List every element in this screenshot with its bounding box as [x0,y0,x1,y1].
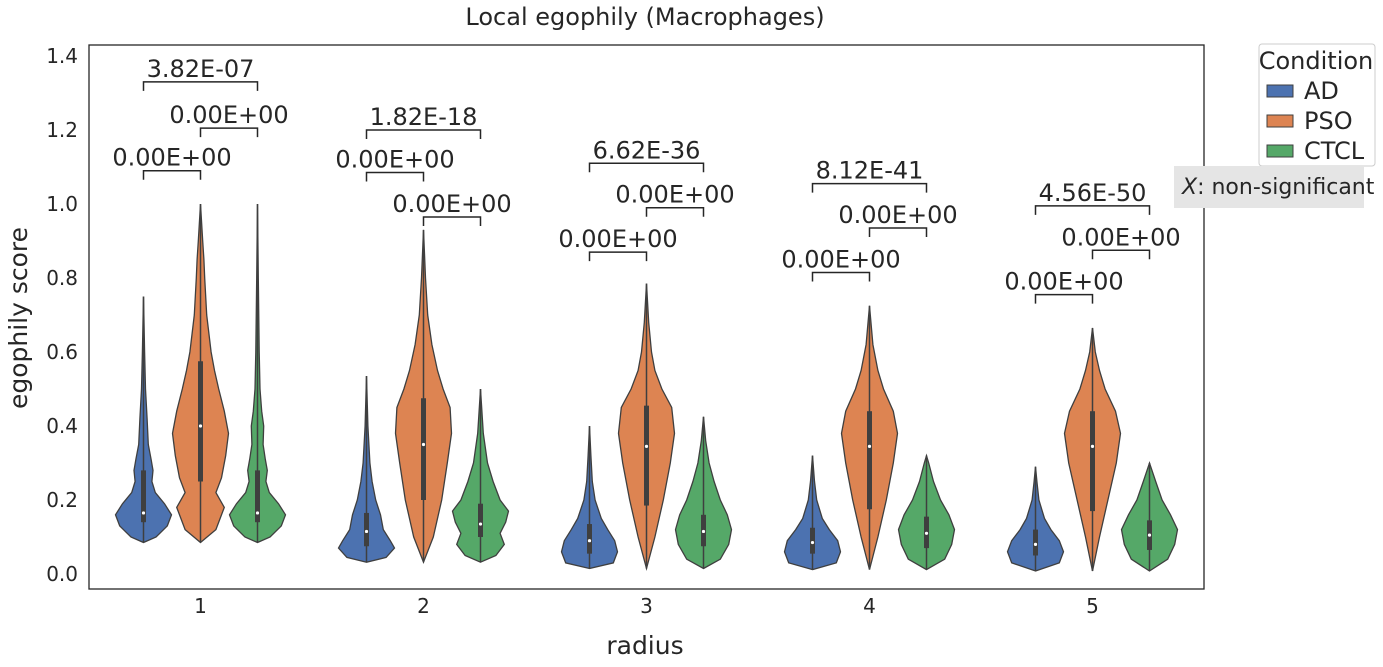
violin-median-point [867,444,872,448]
violin-median-point [478,522,483,526]
p-value-label: 1.82E-18 [370,103,478,131]
p-value-label: 0.00E+00 [112,144,231,172]
violin-median-point [1090,444,1095,448]
violin-median-point [810,540,815,545]
x-axis-label: radius [606,631,683,660]
significance-bracket [811,182,928,193]
p-value-label: 0.00E+00 [1004,268,1123,296]
p-value-label: 0.00E+00 [781,245,900,273]
significance-bracket [645,206,705,217]
violin-median-point [364,529,369,534]
violin-iqr-box [644,405,649,506]
violin-median-point [141,511,146,515]
violin-iqr-box [255,470,260,523]
violin-median-point [1147,533,1152,537]
y-tick-label: 1.4 [46,44,78,68]
significance-bracket [422,216,482,226]
violin-iqr-box [364,512,369,547]
y-axis-ticks: 0.0 0.2 0.4 0.6 0.8 1.0 1.2 1.4 [46,44,78,586]
y-axis-label: egophily score [4,227,33,409]
violin-median-point [255,511,260,515]
p-value-label: 0.00E+00 [1061,223,1180,251]
x-axis-ticks: 1 2 3 4 5 [194,594,1099,618]
y-tick-label: 1.0 [46,192,78,216]
significance-bracket [868,227,928,238]
y-tick-label: 0.4 [46,414,78,438]
significance-bracket [1034,293,1094,304]
violin-iqr-box [421,398,426,500]
significance-bracket [588,251,648,262]
p-value-label: 0.00E+00 [335,146,454,174]
violin-median-point [924,531,929,535]
significance-annotations: 0.00E+00 0.00E+00 3.82E-07 0.00E+00 0.00E+00… [112,55,1181,304]
p-value-label: 0.00E+00 [558,225,677,253]
note-box [1174,166,1364,208]
violin-iqr-box [1090,411,1095,512]
violins [114,203,1179,572]
violin-iqr-box [478,503,483,537]
significance-bracket [588,162,705,173]
legend-swatch-ctcl [1266,144,1294,158]
significance-bracket [1091,249,1151,260]
violin-iqr-box [587,524,592,554]
x-tick-label: 2 [417,594,430,618]
x-tick-label: 4 [863,594,876,618]
violin-median-point [421,442,426,447]
violin-iqr-box [867,411,872,510]
significance-bracket [199,127,259,138]
legend-swatch-ad [1266,84,1294,98]
violin-median-point [587,539,592,543]
significance-bracket [365,129,482,139]
p-value-label: 0.00E+00 [169,101,288,129]
violin-iqr-box [198,361,203,482]
significance-note: X: non-significant [1174,166,1375,208]
significance-bracket [142,81,259,91]
p-value-label: 0.00E+00 [392,190,511,218]
legend-swatch-pso [1266,114,1294,128]
significance-bracket [1034,205,1151,215]
significance-bracket [811,271,871,282]
y-tick-label: 0.2 [46,488,78,512]
plot-frame [88,44,1205,590]
y-tick-label: 1.2 [46,118,78,142]
chart-title: Local egophily (Macrophages) [465,3,824,31]
significance-bracket [365,171,425,182]
legend-label-ctcl: CTCL [1304,137,1365,165]
y-tick-label: 0.0 [46,562,78,586]
violin-iqr-box [810,527,815,554]
violin-iqr-box [1033,529,1038,556]
x-tick-label: 3 [640,594,653,618]
violin-median-point [701,529,706,534]
p-value-label: 4.56E-50 [1039,179,1147,207]
significance-bracket [142,169,202,180]
p-value-label: 6.62E-36 [593,136,701,164]
y-tick-label: 0.8 [46,266,78,290]
p-value-label: 0.00E+00 [615,181,734,209]
violin-median-point [1033,542,1038,547]
violin-median-point [198,424,203,428]
violin-median-point [644,444,649,448]
violin-iqr-box [141,470,146,523]
note-label: : non-significant [1197,175,1375,200]
x-tick-label: 1 [194,594,207,618]
legend-label-ad: AD [1304,77,1339,105]
p-value-label: 8.12E-41 [816,157,924,185]
p-value-label: 0.00E+00 [838,201,957,229]
legend-title: Condition [1259,47,1374,75]
note-symbol: X [1181,175,1198,200]
note-text: X: non-significant [1181,175,1375,200]
p-value-label: 3.82E-07 [147,55,255,83]
x-tick-label: 5 [1086,594,1099,618]
legend-label-pso: PSO [1304,107,1353,135]
y-tick-label: 0.6 [46,340,78,364]
